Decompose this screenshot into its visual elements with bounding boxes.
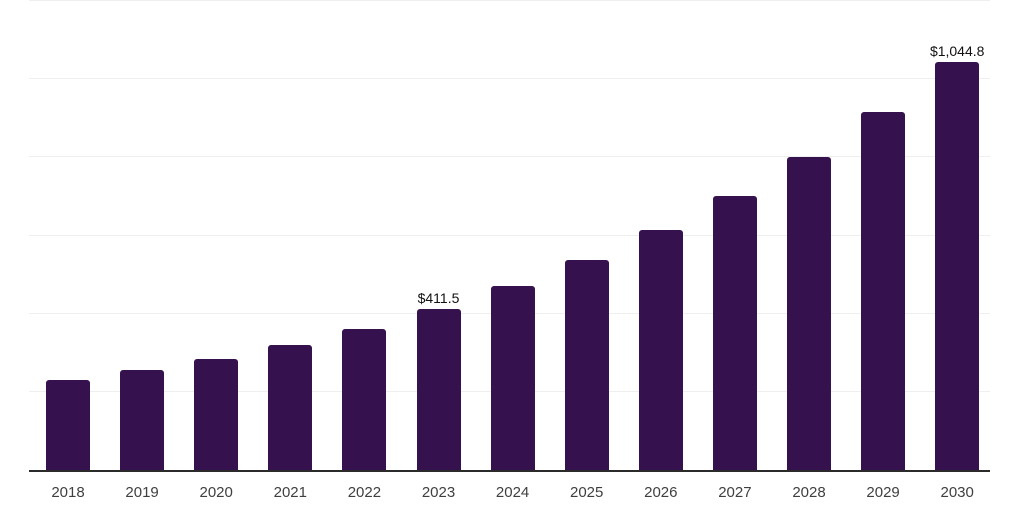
x-axis-label-2018: 2018 — [51, 484, 85, 501]
value-label-2030: $1,044.8 — [929, 42, 985, 59]
x-axis-label-2025: 2025 — [570, 484, 604, 501]
bar-2022 — [342, 328, 387, 470]
x-axis-label-2027: 2027 — [718, 484, 752, 501]
bar-2026 — [638, 230, 683, 470]
x-axis-label-2026: 2026 — [644, 484, 678, 501]
x-axis-label-2022: 2022 — [347, 484, 382, 501]
bar-2027 — [712, 195, 757, 470]
x-axis-label-2019: 2019 — [125, 484, 159, 501]
bar-2024 — [490, 286, 535, 470]
gridline-1200 — [29, 0, 990, 1]
gridline-1000 — [29, 78, 990, 80]
bar-2019 — [120, 370, 165, 470]
plot-area — [29, 0, 990, 472]
bar-2028 — [787, 156, 831, 470]
bar-2030 — [935, 61, 980, 470]
bar-2023 — [416, 309, 461, 470]
gridline-600 — [29, 234, 990, 236]
x-axis-label-2021: 2021 — [273, 484, 307, 501]
x-axis-label-2029: 2029 — [866, 484, 900, 501]
bar-2020 — [194, 359, 239, 470]
bar-2029 — [861, 112, 906, 470]
value-label-2023: $411.5 — [417, 290, 460, 307]
x-axis-label-2023: 2023 — [421, 484, 456, 501]
x-axis-label-2028: 2028 — [792, 484, 826, 501]
x-axis-label-2030: 2030 — [940, 484, 974, 501]
bar-2018 — [46, 380, 90, 470]
bar-2021 — [268, 344, 313, 470]
x-axis-label-2024: 2024 — [495, 484, 530, 501]
gridline-800 — [29, 156, 990, 158]
x-axis-label-2020: 2020 — [199, 484, 233, 501]
bar-2025 — [564, 260, 609, 470]
